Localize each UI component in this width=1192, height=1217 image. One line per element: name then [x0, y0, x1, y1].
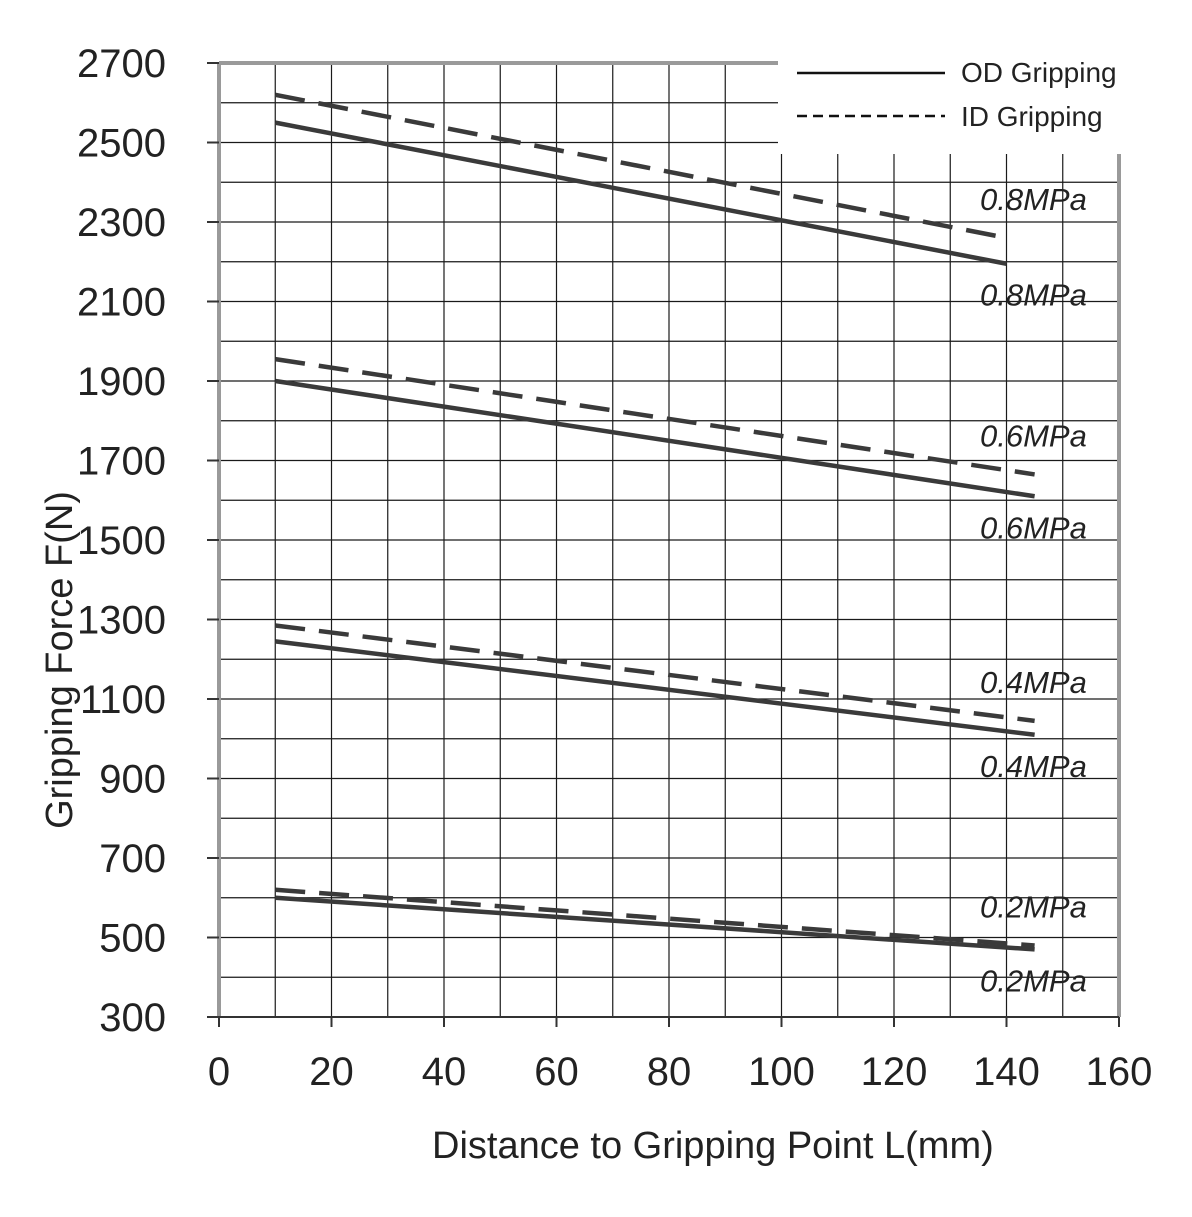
- y-tick-label: 700: [99, 837, 166, 881]
- y-tick-label: 2300: [77, 201, 166, 245]
- grid: [207, 61, 1121, 1027]
- legend-od-label: OD Gripping: [961, 57, 1117, 88]
- y-tick-label: 1300: [77, 599, 166, 643]
- x-tick-label: 0: [208, 1050, 230, 1094]
- y-tick-label: 1500: [77, 519, 166, 563]
- legend: OD Gripping ID Gripping: [778, 50, 1158, 154]
- y-tick-label: 500: [99, 917, 166, 961]
- y-tick-labels: 300 500 700 900 1100 1300 1500 1700 1900 2100 2300…: [77, 42, 166, 1040]
- y-tick-label: 1900: [77, 360, 166, 404]
- legend-background: [778, 50, 1158, 154]
- series-labels: 0.8MPa 0.8MPa 0.6MPa 0.6MPa 0.4MPa 0.4MPa 0.2M…: [980, 182, 1087, 999]
- od-series-label: 0.4MPa: [980, 749, 1087, 784]
- od-series-line-0.6MPa: [274, 378, 1035, 499]
- y-tick-label: 2100: [77, 281, 166, 325]
- legend-id-label: ID Gripping: [961, 101, 1103, 132]
- x-axis-title: Distance to Gripping Point L(mm): [432, 1125, 994, 1167]
- y-tick-label: 1700: [77, 440, 166, 484]
- y-tick-label: 2700: [77, 42, 166, 86]
- od-series-line-0.2MPa: [275, 895, 1035, 952]
- id-series-line-0.8MPa: [274, 92, 1007, 241]
- od-series-label: 0.8MPa: [980, 278, 1087, 313]
- id-series-label: 0.2MPa: [980, 889, 1087, 924]
- id-series-line-0.4MPa: [274, 623, 1035, 724]
- od-series-label: 0.6MPa: [980, 510, 1087, 545]
- id-series-label: 0.8MPa: [980, 182, 1087, 217]
- x-tick-label: 120: [861, 1050, 928, 1094]
- y-tick-label: 300: [99, 996, 166, 1040]
- id-series-label: 0.6MPa: [980, 418, 1087, 453]
- y-axis-title: Gripping Force F(N): [39, 491, 81, 829]
- id-series-label: 0.4MPa: [980, 665, 1087, 700]
- x-tick-label: 100: [748, 1050, 815, 1094]
- x-tick-label: 160: [1086, 1050, 1153, 1094]
- x-tick-label: 20: [309, 1050, 354, 1094]
- od-series-line-0.4MPa: [274, 639, 1035, 738]
- id-series-line-0.6MPa: [274, 356, 1035, 477]
- series-lines: [274, 92, 1035, 952]
- id-series-line-0.2MPa: [275, 887, 1035, 948]
- y-tick-label: 2500: [77, 122, 166, 166]
- x-tick-label: 140: [973, 1050, 1040, 1094]
- x-tick-labels: 0 20 40 60 80 100 120 140 160: [208, 1050, 1153, 1094]
- od-series-label: 0.2MPa: [980, 963, 1087, 998]
- x-tick-label: 60: [534, 1050, 579, 1094]
- x-tick-label: 40: [422, 1050, 467, 1094]
- y-tick-label: 1100: [80, 678, 166, 722]
- x-tick-label: 80: [647, 1050, 692, 1094]
- od-series-line-0.8MPa: [274, 120, 1007, 266]
- y-tick-label: 900: [99, 758, 166, 802]
